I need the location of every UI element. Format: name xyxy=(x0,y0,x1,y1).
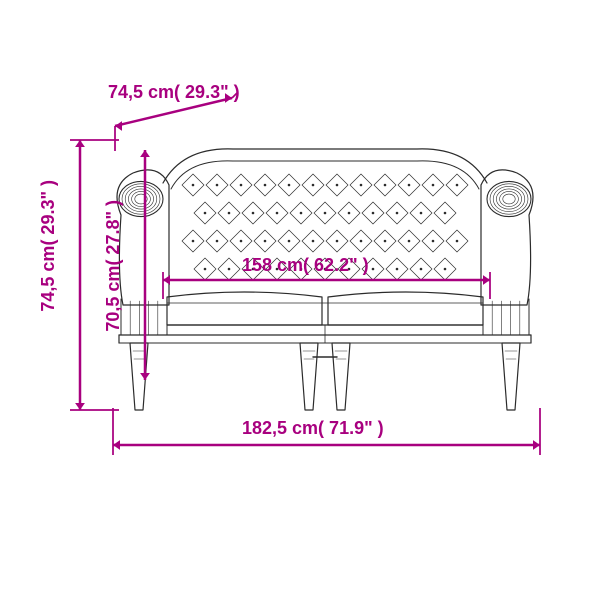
dimension-lines xyxy=(0,0,600,600)
diagram-stage: 74,5 cm( 29.3" ) 74,5 cm( 29.3" ) 70,5 c… xyxy=(0,0,600,600)
dim-overall-width: 182,5 cm( 71.9" ) xyxy=(242,418,384,439)
dim-depth-top: 74,5 cm( 29.3" ) xyxy=(108,82,240,103)
dim-backrest-height: 70,5 cm( 27.8" ) xyxy=(103,200,124,332)
dim-height-overall: 74,5 cm( 29.3" ) xyxy=(38,180,59,312)
dim-seat-width: 158 cm( 62.2" ) xyxy=(242,255,369,276)
